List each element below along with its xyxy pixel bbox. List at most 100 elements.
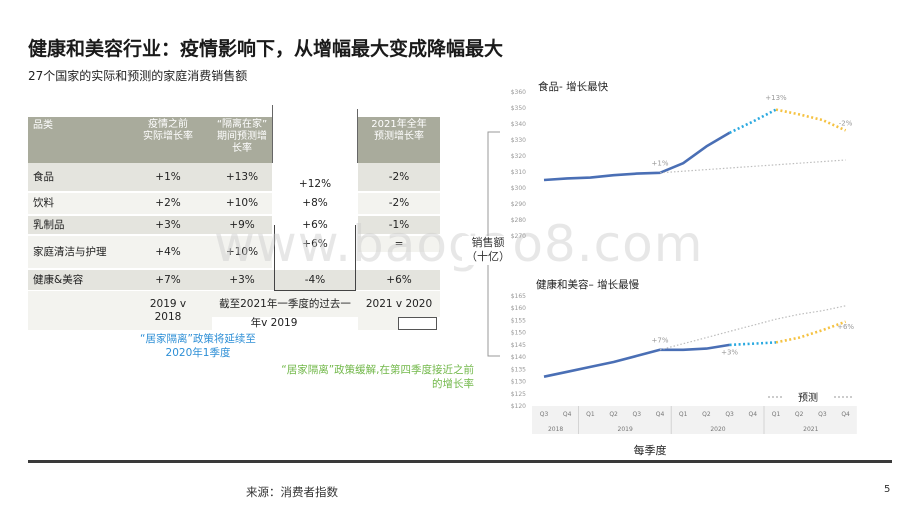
x-tick-label: Q1	[586, 411, 595, 418]
y-tick-label: $135	[511, 366, 526, 373]
x-year-label: 2018	[548, 426, 563, 433]
growth-table: 品类 疫情之前 实际增长率 “隔离在家” 期间预测增 长率 2021年全年 预测…	[28, 105, 440, 330]
x-tick-label: Q2	[795, 411, 804, 418]
cell-category: 乳制品	[28, 216, 124, 234]
y-tick-label: $160	[511, 305, 526, 312]
x-tick-label: Q4	[563, 411, 572, 418]
cell-q1: -4%	[272, 270, 358, 290]
x-tick-label: Q4	[656, 411, 665, 418]
panel-title: 食品- 增长最快	[538, 80, 609, 93]
header-full-year: 2021年全年 预测增长率	[358, 117, 440, 163]
y-tick-label: $145	[511, 342, 526, 349]
footer-line	[28, 460, 892, 463]
x-year-label: 2019	[618, 426, 633, 433]
cell-pre: +3%	[124, 216, 212, 234]
cell-category: 饮料	[28, 193, 124, 214]
watermark: www.baogao8.com	[214, 215, 704, 273]
footer-full-pad	[358, 317, 398, 330]
series-forecast-line	[775, 108, 847, 132]
column-bracket	[357, 109, 358, 163]
footer-full: 2021 v 2020	[358, 291, 440, 317]
data-label: +3%	[721, 349, 738, 357]
cell-q1: +8%	[302, 197, 328, 210]
y-tick-label: $150	[511, 330, 526, 337]
cell-home: +10%	[212, 193, 272, 214]
y-tick-label: $130	[511, 379, 526, 386]
cell-pre: +2%	[124, 193, 212, 214]
empty-box	[398, 317, 437, 330]
footer-q1-line2: 年v 2019	[250, 317, 298, 330]
series-forecast-line	[775, 320, 847, 344]
column-bracket	[272, 105, 273, 163]
page-number: 5	[884, 484, 891, 495]
cell-home: +13%	[212, 163, 272, 191]
data-label: +6%	[837, 323, 854, 331]
x-year-label: 2020	[710, 426, 725, 433]
y-tick-label: $360	[511, 89, 526, 96]
y-tick-label: $155	[511, 317, 526, 324]
cell-home: +9%	[212, 216, 272, 234]
x-axis-band	[532, 406, 857, 434]
data-label: -2%	[839, 120, 853, 128]
cell-category: 健康&美容	[28, 270, 124, 290]
header-stay-home: “隔离在家” 期间预测增 长率	[212, 117, 272, 163]
y-tick-label: $290	[511, 201, 526, 208]
series-forecast-line	[729, 108, 777, 134]
x-tick-label: Q3	[818, 411, 827, 418]
x-tick-label: Q4	[841, 411, 850, 418]
y-tick-label: $280	[511, 217, 526, 224]
y-tick-label: $125	[511, 391, 526, 398]
series-forecast-line	[729, 341, 777, 347]
header-pre-pandemic: 疫情之前 实际增长率	[124, 117, 212, 163]
x-tick-label: Q1	[679, 411, 688, 418]
x-tick-label: Q3	[633, 411, 642, 418]
page-title: 健康和美容行业：疫情影响下，从增幅最大变成降幅最大	[28, 38, 504, 60]
cell-category: 食品	[28, 163, 124, 191]
x-tick-label: Q4	[749, 411, 758, 418]
data-label: +13%	[765, 94, 787, 102]
series-trend-line	[659, 305, 846, 351]
y-axis-title: 销售额 （十亿）	[462, 236, 514, 265]
cell-pre: +4%	[124, 236, 212, 268]
panel-title: 健康和美容– 增长最慢	[536, 278, 640, 291]
cell-q1: +6%	[302, 218, 328, 231]
cell-q1: +12%	[298, 177, 332, 190]
x-tick-label: Q2	[609, 411, 618, 418]
footer-q1-line1: 截至2021年一季度的过去一	[212, 291, 358, 317]
footer-pre: 2019 v 2018	[124, 291, 212, 330]
callout-blue: “居家隔离”政策将延续至 2020年1季度	[140, 333, 256, 359]
cell-category: 家庭清洁与护理	[28, 236, 124, 268]
cell-full: +6%	[358, 270, 440, 290]
cell-pre: +7%	[124, 270, 212, 290]
y-tick-label: $320	[511, 153, 526, 160]
cell-full: -2%	[358, 163, 440, 191]
x-tick-label: Q3	[540, 411, 549, 418]
x-tick-label: Q3	[725, 411, 734, 418]
cell-full: -1%	[358, 216, 440, 234]
highlight-box	[274, 225, 356, 291]
y-tick-label: $310	[511, 169, 526, 176]
header-category: 品类	[28, 117, 124, 163]
y-tick-label: $165	[511, 293, 526, 300]
series-trend-line	[659, 159, 846, 174]
y-tick-label: $300	[511, 185, 526, 192]
cell-home: +10%	[212, 236, 272, 268]
series-actual-line	[543, 131, 731, 182]
x-tick-label: Q1	[772, 411, 781, 418]
cell-pre: +1%	[124, 163, 212, 191]
data-label: +1%	[652, 160, 669, 168]
y-tick-label: $340	[511, 121, 526, 128]
source-note: 来源：消费者指数	[246, 485, 338, 499]
cell-q1: +6%	[302, 237, 328, 250]
legend-forecast-label: 预测	[798, 391, 818, 404]
data-label: +7%	[652, 336, 669, 344]
callout-green: “居家隔离”政策缓解,在第四季度接近之前 的增长率	[281, 364, 474, 390]
cell-home: +3%	[212, 270, 272, 290]
cell-full: =	[358, 236, 440, 252]
cell-full: -2%	[358, 193, 440, 214]
y-tick-label: $120	[511, 403, 526, 410]
y-tick-label: $330	[511, 137, 526, 144]
y-tick-label: $140	[511, 354, 526, 361]
y-tick-label: $350	[511, 105, 526, 112]
footer-spacer	[28, 291, 124, 330]
